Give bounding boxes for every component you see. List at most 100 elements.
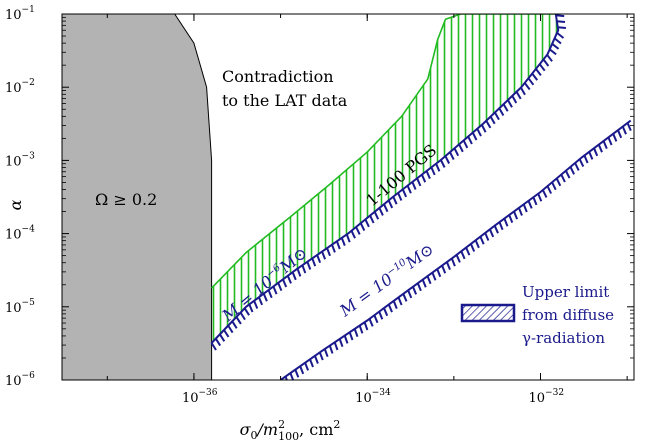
m6-hatch-tick-70 (531, 72, 538, 81)
m6-hatch-tick-9 (248, 304, 254, 313)
m6-hatch-tick-37 (383, 203, 389, 213)
m6-hatch-tick-16 (282, 279, 288, 288)
m6-hatch-tick-39 (392, 196, 398, 205)
m6-hatch-tick-29 (345, 234, 351, 243)
pgs-band-edge (211, 14, 556, 289)
m10-hatch-tick-36 (455, 254, 461, 263)
m10-hatch-tick-10 (328, 345, 334, 354)
m6-hatch-tick-49 (440, 159, 446, 168)
m6-hatch-tick-1 (214, 338, 222, 347)
m6-hatch-tick-75 (549, 48, 557, 56)
m10-hatch-tick-34 (445, 261, 451, 270)
m6-hatch-tick-40 (397, 192, 403, 201)
m6-hatch-tick-5 (231, 320, 238, 329)
m10-hatch-tick-58 (560, 174, 566, 183)
m10-hatch-tick-0 (280, 379, 282, 380)
m6-hatch-tick-21 (306, 261, 312, 270)
m10-hatch-tick-11 (333, 341, 339, 351)
m10-hatch-tick-13 (343, 335, 349, 344)
m6-hatch-tick-56 (471, 132, 478, 141)
m10-hatch-tick-8 (318, 352, 324, 361)
m10-hatch-tick-5 (304, 362, 310, 371)
m10-hatch-tick-23 (392, 300, 398, 309)
m10-hatch-tick-44 (493, 225, 499, 234)
m6-hatch-tick-10 (253, 300, 259, 309)
m10-hatch-tick-45 (498, 221, 504, 231)
m10-hatch-tick-48 (513, 211, 519, 220)
m6-hatch-tick-46 (425, 170, 431, 179)
m6-hatch-tick-30 (350, 230, 356, 239)
x-axis-title-sup2: 2 (278, 418, 285, 431)
m10-hatch-tick-49 (517, 207, 523, 216)
m10-hatch-tick-60 (569, 166, 575, 175)
m6-hatch-tick-44 (416, 177, 422, 187)
y-axis-title: α (6, 199, 25, 210)
m10-hatch-tick-16 (358, 325, 364, 334)
m6-hatch-tick-8 (243, 307, 250, 316)
m6-hatch-tick-60 (489, 116, 496, 125)
m6-hatch-tick-3 (223, 329, 230, 338)
m6-hatch-tick-31 (355, 226, 361, 235)
m6-hatch-tick-76 (551, 43, 560, 50)
m6-hatch-tick-12 (262, 293, 268, 302)
y-tick-label-0: 10−6 (5, 371, 35, 389)
m6-hatch-tick-80 (556, 20, 566, 23)
m6-hatch-tick-77 (553, 37, 562, 45)
m10-hatch-tick-47 (508, 214, 514, 223)
m6-hatch-tick-34 (369, 215, 375, 224)
m6-hatch-tick-11 (257, 296, 264, 306)
m6-hatch-tick-22 (311, 258, 317, 267)
m6-hatch-tick-52 (453, 147, 460, 157)
m10-hatch-tick-30 (426, 275, 432, 285)
m6-hatch-tick-0 (210, 342, 217, 351)
m6-hatch-tick-2 (219, 333, 226, 342)
axis-ticks: 10−36 10−34 10−32 10−6 10−5 10−4 10−3 10−2 10−1 (5, 5, 634, 406)
m6-hatch-tick-65 (511, 95, 518, 104)
m6-hatch-tick-73 (542, 58, 550, 67)
m6-hatch-tick-17 (286, 275, 292, 284)
m10-hatch-tick-6 (309, 358, 314, 368)
x-tick-label-2: 10−32 (529, 388, 565, 406)
x-tick-label-0: 10−36 (182, 388, 218, 406)
m10-hatch-tick-14 (348, 331, 354, 341)
m6-hatch-tick-50 (444, 155, 450, 164)
m10-hatch-tick-25 (402, 293, 408, 302)
m10-hatch-tick-64 (588, 151, 594, 160)
m6-hatch-tick-59 (485, 120, 492, 129)
m6-hatch-tick-47 (430, 166, 436, 176)
m10-hatch-tick-18 (368, 318, 374, 327)
m6-hatch-tick-55 (467, 136, 473, 145)
m10-hatch-tick-69 (612, 133, 618, 142)
m6-hatch-tick-48 (435, 163, 441, 172)
m6-hatch-tick-32 (359, 222, 366, 232)
m6-hatch-tick-69 (527, 77, 535, 86)
m6-hatch-tick-18 (291, 271, 297, 281)
pgs-band (211, 14, 559, 343)
m10-hatch-tick-3 (294, 369, 300, 378)
m10-hatch-tick-57 (555, 177, 562, 187)
m6-hatch-tick-81 (555, 14, 565, 18)
m6-limit-hatch (210, 14, 566, 351)
m6-hatch-tick-53 (458, 143, 464, 153)
m6-hatch-tick-20 (301, 264, 307, 274)
m10-hatch-tick-43 (488, 228, 495, 238)
m6-hatch-tick-6 (235, 316, 242, 325)
m6-hatch-tick-58 (481, 124, 487, 133)
m10-hatch-tick-55 (546, 185, 552, 194)
m10-hatch-tick-72 (626, 122, 632, 131)
m10-hatch-tick-12 (338, 338, 344, 348)
m10-hatch-tick-51 (527, 200, 533, 209)
m10-hatch-tick-56 (551, 181, 557, 191)
m10-hatch-tick-33 (441, 265, 447, 274)
y-tick-label-5: 10−1 (5, 5, 35, 23)
y-tick-label-1: 10−5 (5, 298, 35, 316)
legend: Upper limit from diffuse γ-radiation (460, 283, 614, 347)
m10-hatch-tick-54 (542, 189, 548, 198)
m10-hatch-tick-22 (387, 304, 393, 313)
m10-hatch-tick-28 (416, 282, 422, 292)
m10-hatch-tick-9 (323, 348, 329, 358)
m10-hatch-tick-20 (378, 311, 384, 320)
m10-hatch-tick-67 (602, 140, 608, 149)
m10-hatch-tick-35 (450, 258, 456, 267)
